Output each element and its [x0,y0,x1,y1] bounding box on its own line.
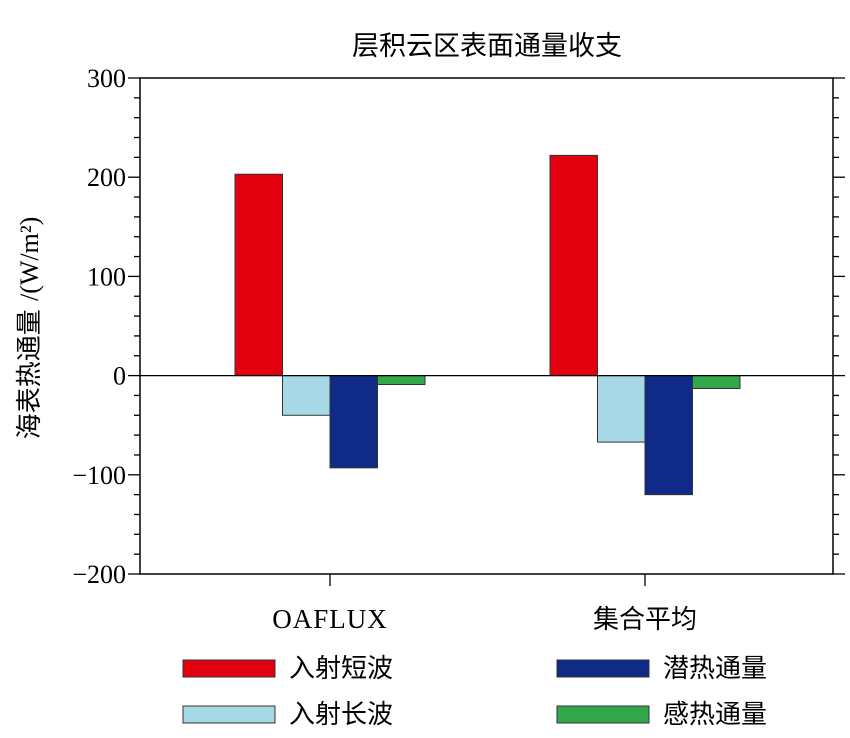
plot-frame [139,77,834,575]
legend-label: 入射长波 [289,700,393,730]
legend-item: 入射短波 [182,654,393,684]
bars [234,154,741,496]
y-tick-label: 100 [87,262,126,291]
legend-label: 感热通量 [663,700,767,730]
legend-swatch [556,705,650,724]
x-axis-tick-labels: OAFLUX 集合平均 [272,604,697,635]
legend-item: 潜热通量 [556,654,767,684]
legend-item: 入射长波 [182,700,393,730]
axis-ticks: 300 200 100 0 −100 −200 [72,64,845,589]
y-axis-label-main: 海表热通量 [15,309,45,439]
bar [377,375,426,386]
y-tick-label: 200 [87,163,126,192]
legend-swatch [182,705,276,724]
bar [234,173,283,377]
legend-item: 感热通量 [556,700,767,730]
bar [549,154,598,377]
svg-text:海表热通量 /(W/m²): 海表热通量 /(W/m²) [15,217,45,440]
legend-swatch [182,659,276,678]
y-tick-label: 0 [113,362,126,391]
y-axis-label: 海表热通量 /(W/m²) [15,217,45,440]
x-tick-label: 集合平均 [593,605,697,635]
y-axis-label-unit: /(W/m²) [15,217,44,301]
chart-title: 层积云区表面通量收支 [352,31,622,62]
legend-swatch [556,659,650,678]
legend-label: 入射短波 [289,654,393,684]
x-tick-label: OAFLUX [272,604,388,634]
y-tick-label: −100 [72,461,126,490]
bar [692,375,741,389]
y-tick-label: 300 [87,64,126,93]
bar [282,375,331,416]
bar [329,375,378,469]
bar [597,375,646,443]
y-tick-label: −200 [72,560,126,589]
plot-area-border [139,77,834,575]
legend-label: 潜热通量 [663,654,767,684]
bar [644,375,693,496]
